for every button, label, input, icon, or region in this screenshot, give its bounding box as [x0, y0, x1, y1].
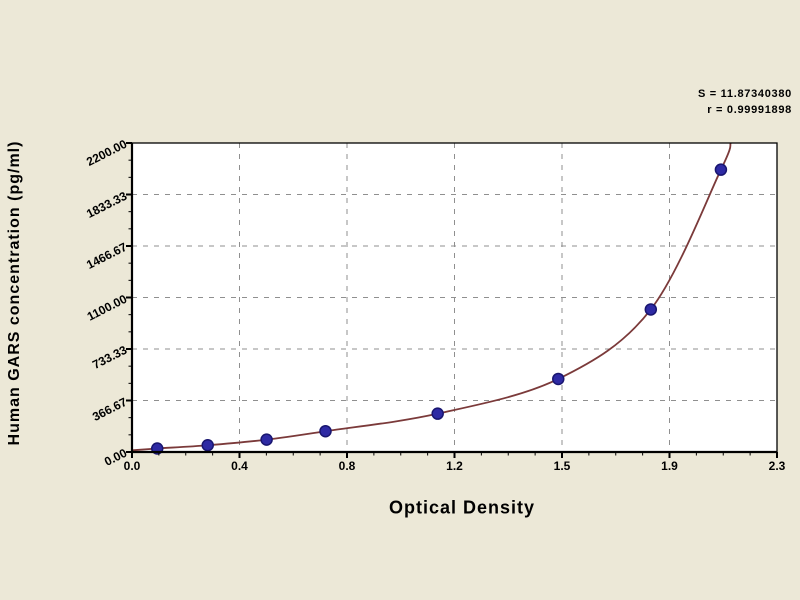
data-point: [431, 407, 444, 420]
x-tick-label: 1.9: [661, 459, 678, 473]
fit-stat-correlation: r = 0.99991898: [707, 104, 792, 116]
y-axis-title: Human GARS concentration (pg/ml): [6, 140, 23, 446]
x-tick-label: 2.3: [768, 459, 786, 473]
data-point: [260, 433, 273, 446]
fit-statistics: S = 11.87340380 r = 0.99991898: [698, 86, 792, 118]
x-tick-label: 1.2: [446, 459, 463, 473]
x-tick-label: 0.0: [123, 459, 141, 473]
x-axis-title: Optical Density: [388, 497, 536, 518]
x-tick-label: 0.8: [338, 459, 356, 473]
fit-stat-standard-error: S = 11.87340380: [698, 88, 792, 100]
x-tick-label: 1.5: [553, 459, 571, 473]
data-point: [319, 424, 332, 438]
data-point: [714, 163, 728, 176]
data-point: [201, 439, 214, 452]
data-point: [552, 372, 565, 386]
data-point: [644, 303, 658, 316]
x-tick-label: 0.4: [231, 459, 248, 473]
